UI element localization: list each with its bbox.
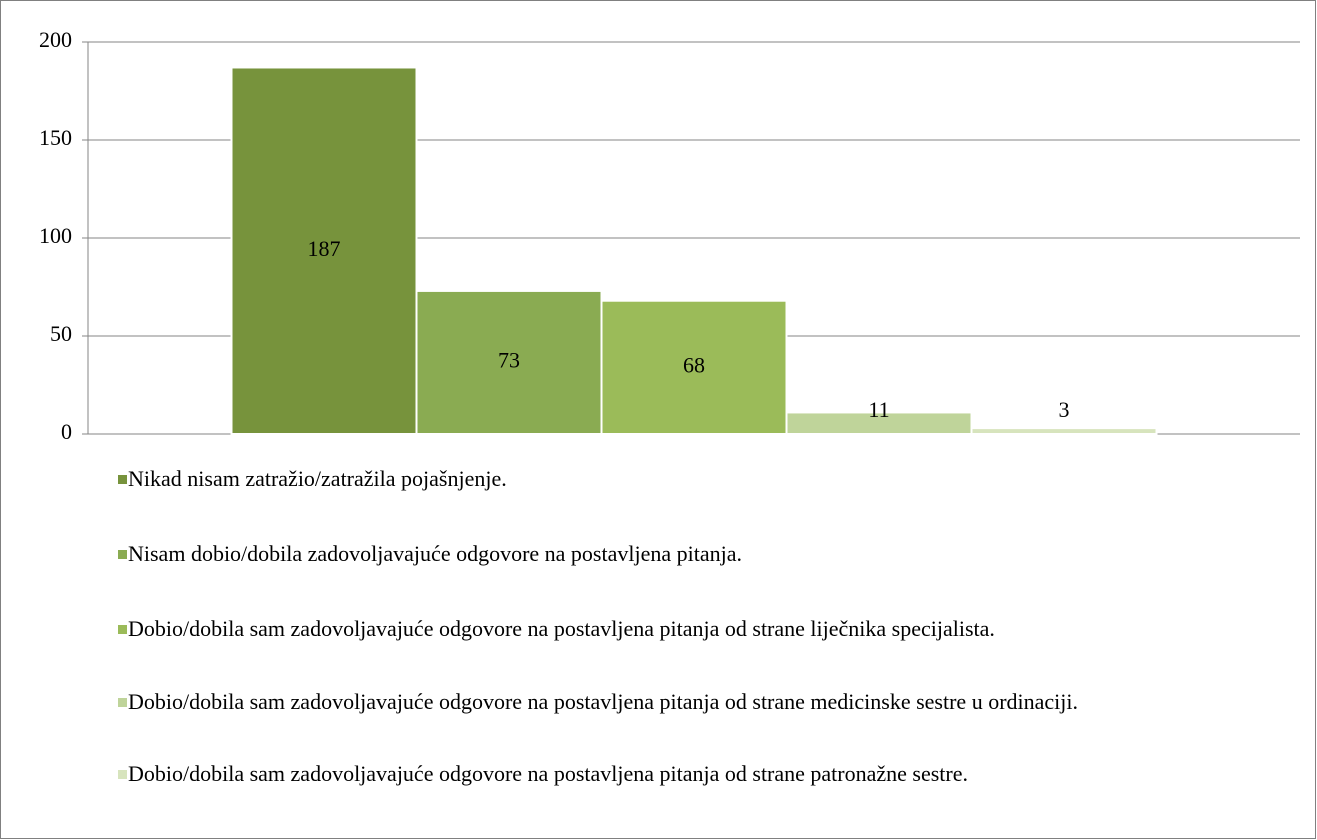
bar — [600, 299, 788, 435]
legend-swatch — [118, 770, 127, 779]
legend-label: Dobio/dobila sam zadovoljavajuće odgovor… — [128, 689, 1078, 714]
bar — [970, 427, 1158, 435]
y-tick-label: 150 — [39, 125, 72, 150]
data-label: 73 — [498, 348, 520, 373]
legend-item: Dobio/dobila sam zadovoljavajuće odgovor… — [118, 761, 1268, 787]
legend-item: Nikad nisam zatražio/zatražila pojašnjen… — [118, 466, 1268, 492]
data-label: 187 — [308, 236, 341, 261]
legend-label: Nikad nisam zatražio/zatražila pojašnjen… — [128, 466, 507, 491]
y-tick-label: 100 — [39, 223, 72, 248]
y-tick-label: 0 — [61, 419, 72, 444]
data-label: 68 — [683, 352, 705, 377]
data-label: 11 — [868, 397, 889, 422]
legend-label: Dobio/dobila sam zadovoljavajuće odgovor… — [128, 761, 968, 786]
legend-label: Dobio/dobila sam zadovoljavajuće odgovor… — [128, 616, 995, 641]
legend-swatch — [118, 698, 127, 707]
legend-label: Nisam dobio/dobila zadovoljavajuće odgov… — [128, 541, 742, 566]
legend-item: Dobio/dobila sam zadovoljavajuće odgovor… — [118, 689, 1268, 715]
bar — [415, 289, 603, 436]
legend-swatch — [118, 475, 127, 484]
bar — [230, 66, 418, 435]
legend-swatch — [118, 625, 127, 634]
y-tick-label: 200 — [39, 27, 72, 52]
data-label: 3 — [1059, 397, 1070, 422]
legend-swatch — [118, 550, 127, 559]
legend-item: Dobio/dobila sam zadovoljavajuće odgovor… — [118, 616, 1268, 642]
legend-item: Nisam dobio/dobila zadovoljavajuće odgov… — [118, 541, 1268, 567]
bar — [785, 411, 973, 436]
y-tick-label: 50 — [50, 321, 72, 346]
